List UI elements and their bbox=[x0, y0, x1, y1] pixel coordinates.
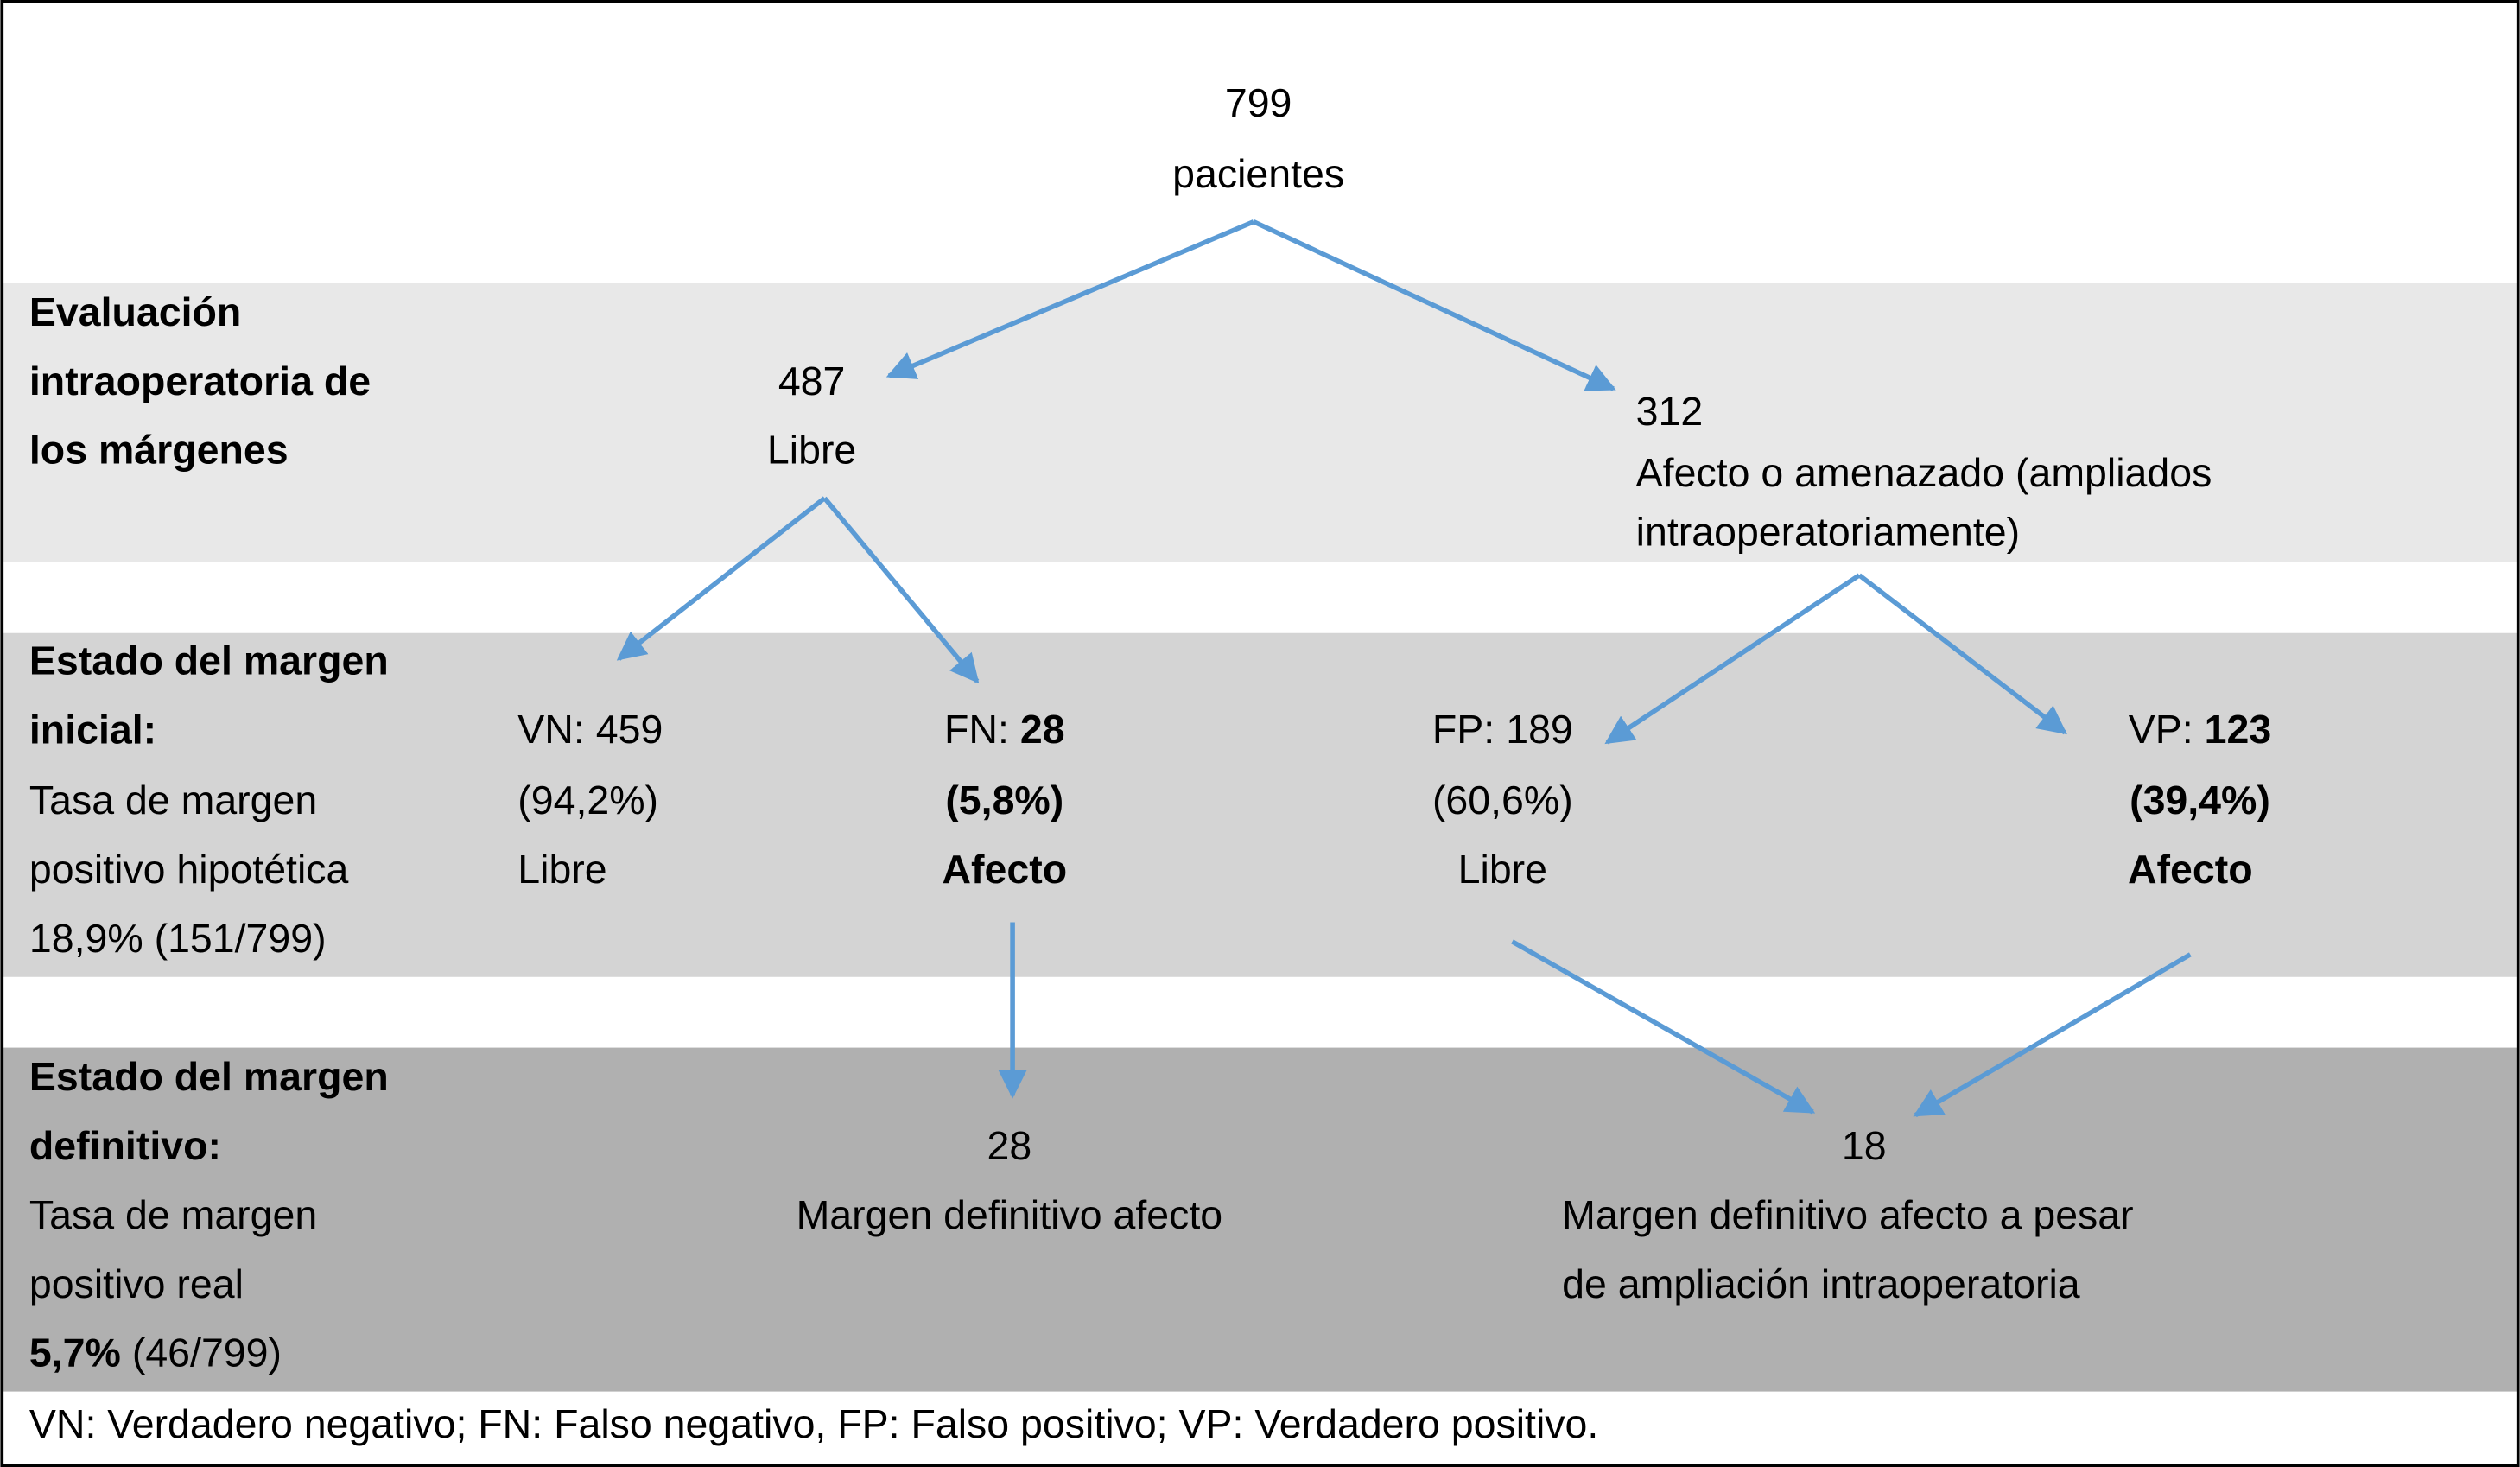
code: VN: bbox=[517, 707, 585, 752]
node-percent: (5,8%) bbox=[945, 778, 1063, 822]
section-title: Evaluación bbox=[29, 289, 241, 334]
node-code: VN: 459 bbox=[517, 707, 663, 752]
section-rate: 18,9% (151/799) bbox=[29, 916, 327, 961]
node-status: Libre bbox=[517, 847, 606, 892]
arrow bbox=[885, 219, 1255, 379]
code: VP: bbox=[2129, 707, 2193, 752]
node-label: Libre bbox=[767, 428, 856, 473]
node-label: de ampliación intraoperatoria bbox=[1562, 1261, 2080, 1306]
count: 123 bbox=[2205, 707, 2272, 752]
section-subtitle: positivo hipotética bbox=[29, 847, 349, 892]
section-title: definitivo: bbox=[29, 1123, 221, 1168]
arrow bbox=[1604, 573, 1861, 745]
section-subtitle: Tasa de margen bbox=[29, 1192, 317, 1237]
band-intraoperative bbox=[2, 283, 2518, 562]
arrows bbox=[616, 219, 2192, 1118]
section-subtitle: Tasa de margen bbox=[29, 778, 317, 822]
node-code: VP: 123 bbox=[2129, 707, 2272, 752]
section-title: inicial: bbox=[29, 707, 156, 752]
rate-detail: (46/799) bbox=[132, 1330, 282, 1375]
root-count: 799 bbox=[1225, 80, 1292, 125]
code: FN: bbox=[944, 707, 1009, 752]
node-count: 18 bbox=[1842, 1123, 1887, 1168]
node-status: Afecto bbox=[942, 847, 1067, 892]
band-initial bbox=[2, 632, 2518, 977]
section-title: Estado del margen bbox=[29, 1054, 389, 1099]
node-percent: (94,2%) bbox=[517, 778, 658, 822]
node-count: 312 bbox=[1636, 389, 1704, 434]
count: 459 bbox=[596, 707, 663, 752]
node-status: Afecto bbox=[2128, 847, 2253, 892]
arrow bbox=[616, 496, 827, 661]
node-count: 487 bbox=[778, 359, 846, 403]
arrow bbox=[822, 496, 980, 684]
node-label: Margen definitivo afecto a pesar bbox=[1562, 1192, 2134, 1237]
node-status: Libre bbox=[1458, 847, 1547, 892]
section-title: los márgenes bbox=[29, 428, 289, 473]
section-subtitle: positivo real bbox=[29, 1261, 244, 1306]
arrow bbox=[1913, 952, 2192, 1118]
node-count: 28 bbox=[987, 1123, 1032, 1168]
count: 189 bbox=[1506, 707, 1573, 752]
arrow bbox=[1857, 573, 2067, 735]
node-label: Margen definitivo afecto bbox=[797, 1192, 1223, 1237]
count: 28 bbox=[1020, 707, 1065, 752]
node-label: intraoperatoriamente) bbox=[1636, 510, 2020, 555]
section-title: intraoperatoria de bbox=[29, 359, 371, 403]
band-definitive bbox=[2, 1047, 2518, 1392]
code: FP: bbox=[1432, 707, 1495, 752]
arrow bbox=[1511, 939, 1816, 1115]
node-code: FN: 28 bbox=[944, 707, 1065, 752]
node-label: Afecto o amenazado (ampliados bbox=[1636, 450, 2212, 495]
node-percent: (39,4%) bbox=[2130, 778, 2270, 822]
arrow bbox=[1252, 219, 1616, 391]
rate-value: 5,7% bbox=[29, 1330, 121, 1375]
node-code: FP: 189 bbox=[1432, 707, 1573, 752]
root-label: pacientes bbox=[1172, 151, 1344, 196]
section-title: Estado del margen bbox=[29, 638, 389, 683]
footer: VN: Verdadero negativo; FN: Falso negati… bbox=[29, 1401, 1598, 1446]
node-percent: (60,6%) bbox=[1432, 778, 1573, 822]
section-rate: 5,7% (46/799) bbox=[29, 1330, 282, 1375]
